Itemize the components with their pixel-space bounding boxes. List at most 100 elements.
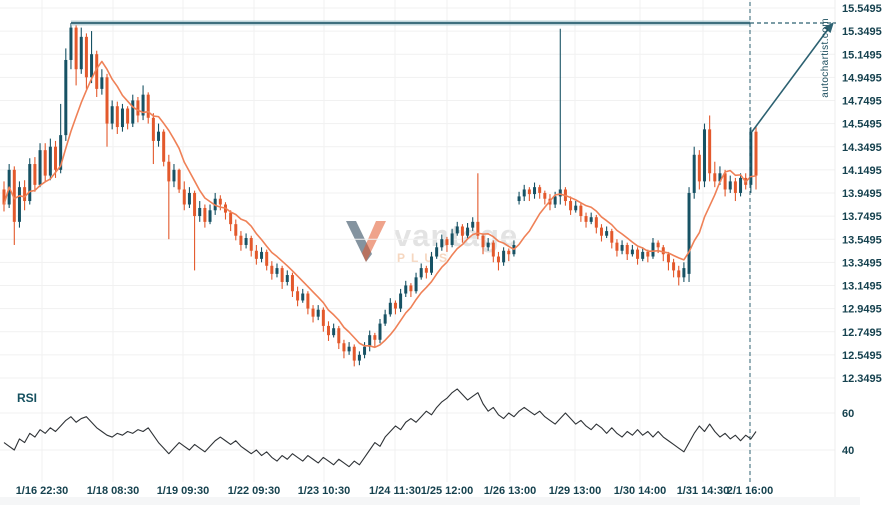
candle-body (23, 187, 27, 202)
candle-body (569, 201, 573, 211)
candle-body (636, 249, 640, 259)
candle-body (646, 251, 650, 257)
price-axis-label: 13.7495 (842, 211, 882, 223)
candle-body (270, 265, 274, 274)
candle-body (471, 221, 475, 228)
candle-body (79, 36, 83, 70)
candle-body (311, 308, 315, 317)
candle-body (280, 268, 284, 282)
price-axis-label: 14.9495 (842, 72, 882, 84)
candle-body (430, 256, 434, 273)
candle-body (48, 146, 52, 176)
moving-average-line (3, 60, 757, 349)
candle-body (198, 207, 202, 217)
rsi-axis-label: 60 (842, 408, 854, 420)
candle-body (218, 198, 222, 205)
candle-body (337, 328, 341, 344)
candle-body (502, 250, 506, 263)
candle-body (754, 131, 758, 176)
candle-body (625, 244, 629, 255)
candle-body (244, 238, 248, 245)
candle-body (141, 94, 145, 116)
time-axis-label: 2/1 16:00 (727, 485, 773, 497)
price-axis-label: 14.5495 (842, 119, 882, 131)
candle-body (574, 205, 578, 211)
time-axis-label: 1/24 11:30 (369, 485, 421, 497)
candle-body (162, 131, 166, 162)
candle-body (326, 325, 330, 336)
candle-body (115, 106, 119, 128)
time-axis-label: 1/16 22:30 (16, 485, 69, 497)
candle-body (697, 154, 701, 182)
candle-body (177, 169, 181, 190)
candle-body (43, 150, 47, 176)
candle-body (527, 189, 531, 195)
candle-body (496, 256, 500, 263)
candle-body (193, 192, 197, 217)
candle-body (599, 227, 603, 236)
candle-body (131, 100, 135, 124)
candle-body (2, 189, 6, 205)
candle-body (399, 293, 403, 309)
candle-body (445, 239, 449, 245)
candle-body (378, 323, 382, 340)
candle-body (151, 117, 155, 141)
price-axis-label: 13.3495 (842, 257, 882, 269)
candle-body (234, 224, 238, 236)
candle-body (723, 173, 727, 190)
candle-body (661, 247, 665, 255)
candle-body (59, 135, 63, 170)
candle-body (460, 226, 464, 236)
candle-body (249, 238, 253, 251)
candle-body (54, 146, 58, 170)
candle-body (136, 100, 140, 116)
price-axis-label: 15.5495 (842, 3, 882, 15)
price-axis-label: 15.3495 (842, 26, 882, 38)
candle-body (383, 314, 387, 324)
candle-body (543, 192, 547, 199)
candle-body (38, 150, 42, 185)
price-axis-label: 14.7495 (842, 96, 882, 108)
candle-body (666, 254, 670, 263)
candle-body (553, 196, 557, 205)
candle-body (100, 77, 104, 89)
candle-body (332, 328, 336, 336)
candle-body (388, 302, 392, 315)
candle-body (641, 251, 645, 259)
candle-body (491, 242, 495, 257)
candle-body (229, 212, 233, 225)
candle-body (265, 251, 269, 266)
candle-body (620, 244, 624, 251)
time-axis-label: 1/31 14:30 (677, 485, 730, 497)
candle-body (84, 36, 88, 78)
time-axis-label: 1/29 13:00 (549, 485, 602, 497)
price-axis-label: 14.1495 (842, 165, 882, 177)
price-axis-label: 14.3495 (842, 142, 882, 154)
candle-body (579, 205, 583, 217)
candle-body (517, 196, 521, 202)
candle-body (682, 268, 686, 278)
candle-body (126, 108, 130, 124)
candle-body (672, 262, 676, 271)
candle-body (739, 177, 743, 193)
candle-body (610, 231, 614, 243)
price-axis-label: 12.3495 (842, 373, 882, 385)
candle-body (306, 293, 310, 309)
candle-body (33, 164, 37, 185)
candle-body (594, 217, 598, 228)
candle-body (424, 268, 428, 273)
candle-body (12, 169, 16, 222)
candle-body (203, 207, 207, 222)
candle-body (733, 181, 737, 193)
time-axis-label: 1/26 13:00 (484, 485, 537, 497)
forecast-arrow-line (751, 24, 832, 133)
candle-body (285, 275, 289, 282)
candle-body (69, 27, 73, 60)
rsi-line (3, 388, 757, 468)
candle-body (260, 251, 264, 259)
candle-body (120, 108, 124, 128)
candle-body (239, 235, 243, 245)
candle-body (656, 242, 660, 248)
price-axis-label: 13.1495 (842, 281, 882, 293)
